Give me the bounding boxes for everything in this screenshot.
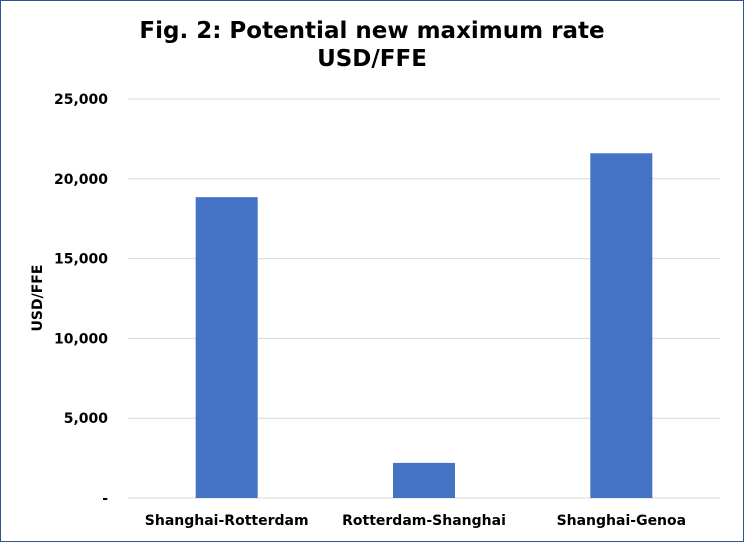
bar-rotterdam-shanghai: [393, 462, 455, 498]
x-category-labels: Shanghai-Rotterdam Rotterdam-Shanghai Shan…: [145, 513, 686, 529]
bar-shanghai-rotterdam: [195, 197, 258, 499]
y-tick-label: 15,000: [54, 252, 108, 268]
chart-title-line: Fig. 2: Potential new maximum rate: [139, 18, 605, 44]
x-category-label: Shanghai-Genoa: [557, 513, 687, 529]
y-tick-labels: - 5,000 10,000 15,000 20,000 25,000: [54, 92, 108, 507]
y-tick-label: 5,000: [64, 411, 109, 427]
y-axis-label: USD/FFE: [30, 265, 46, 332]
chart-subtitle: USD/FFE: [317, 46, 427, 72]
bars: [195, 153, 653, 499]
y-tick-label: 10,000: [54, 331, 108, 347]
y-tick-label: 25,000: [54, 92, 108, 108]
x-category-label: Rotterdam-Shanghai: [342, 513, 506, 529]
bar-shanghai-genoa: [590, 153, 653, 498]
y-tick-label: 20,000: [54, 172, 108, 188]
chart-title: Fig. 2: Potential new maximum rate USD/F…: [1, 17, 743, 73]
x-category-label: Shanghai-Rotterdam: [145, 513, 309, 529]
y-tick-label: -: [102, 491, 108, 507]
